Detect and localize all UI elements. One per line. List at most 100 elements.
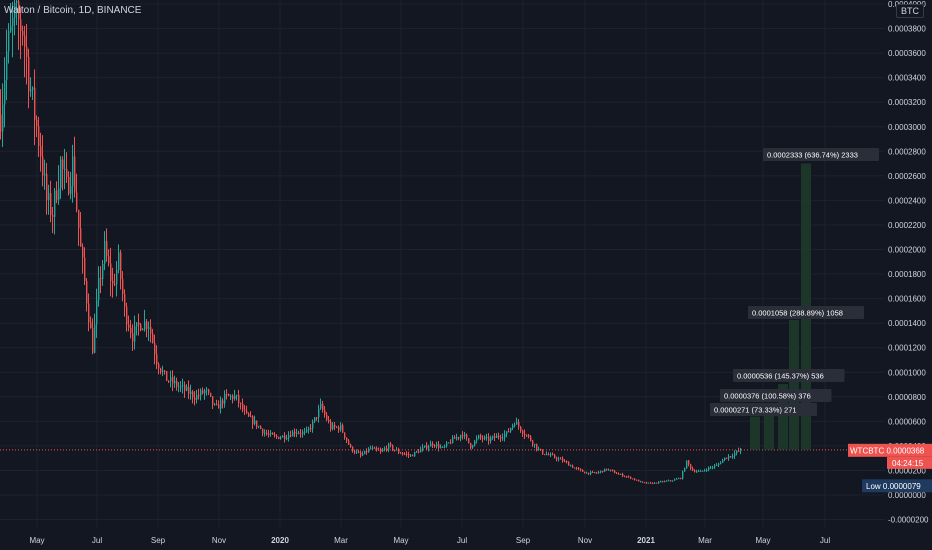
candle-body: [80, 228, 82, 247]
candle-body: [192, 391, 194, 398]
price-tick-label: 0.0003000: [888, 123, 926, 132]
candle-body: [266, 432, 268, 434]
candle-body: [504, 433, 506, 438]
candle-body: [342, 425, 344, 433]
candle-body: [534, 443, 536, 445]
candle-body: [162, 370, 164, 372]
candle-body: [668, 480, 670, 482]
candle-body: [124, 294, 126, 307]
candle-body: [530, 436, 532, 441]
candle-body: [692, 468, 694, 471]
candle-body: [686, 460, 688, 469]
currency-label[interactable]: BTC: [896, 4, 924, 18]
candle-body: [142, 329, 144, 331]
candle-body: [536, 443, 538, 449]
candle-body: [274, 434, 276, 436]
candle-body: [522, 430, 524, 434]
candle-body: [480, 435, 482, 438]
candle-body: [0, 114, 2, 132]
candle-body: [738, 450, 740, 452]
candle-body: [362, 453, 364, 456]
candle-body: [280, 437, 282, 439]
candle-body: [564, 461, 566, 463]
target-label-box: [763, 148, 879, 161]
candle-body: [552, 454, 554, 456]
candle-body: [444, 445, 446, 447]
candle-body: [366, 450, 368, 453]
candle-body: [52, 214, 54, 217]
target-label-box: [733, 369, 845, 382]
candle-body: [286, 438, 288, 440]
candle-body: [374, 447, 376, 449]
candle-body: [718, 463, 720, 466]
candle-body: [290, 435, 292, 437]
candle-body: [712, 467, 714, 469]
candle-body: [92, 328, 94, 353]
candle-body: [122, 279, 124, 295]
candle-body: [700, 470, 702, 472]
time-tick-label: Sep: [151, 536, 166, 545]
candle-body: [294, 431, 296, 434]
candle-body: [598, 471, 600, 473]
candle-body: [250, 416, 252, 418]
candle-body: [456, 437, 458, 439]
last-price-tag: [848, 443, 932, 457]
candle-body: [398, 449, 400, 453]
candle-body: [464, 434, 466, 437]
candle-body: [626, 476, 628, 478]
target-label-box: [710, 403, 817, 416]
candle-body: [272, 432, 274, 435]
candle-body: [8, 31, 10, 52]
candle-body: [602, 470, 604, 472]
symbol-title[interactable]: Walton / Bitcoin, 1D, BINANCE: [4, 5, 142, 16]
price-tick-label: 0.0003400: [888, 74, 926, 83]
candle-body: [46, 173, 48, 200]
candle-body: [710, 467, 712, 469]
countdown-text: 04:24:15: [892, 459, 924, 468]
candle-body: [482, 437, 484, 439]
candle-body: [318, 408, 320, 418]
candle-body: [180, 385, 182, 387]
candle-body: [98, 277, 100, 301]
candle-body: [648, 482, 650, 484]
time-tick-label: Jul: [92, 536, 102, 545]
candle-body: [704, 470, 706, 472]
candle-body: [62, 159, 64, 170]
candle-body: [620, 474, 622, 476]
candle-body: [358, 451, 360, 453]
candle-body: [340, 425, 342, 430]
candle-body: [68, 176, 70, 194]
target-label-text: 0.0000376 (100.58%) 376: [724, 392, 811, 401]
candle-body: [566, 461, 568, 463]
candle-body: [370, 448, 372, 450]
candle-body: [558, 458, 560, 460]
candle-body: [248, 413, 250, 417]
candle-body: [394, 449, 396, 451]
candle-body: [380, 450, 382, 452]
candle-body: [152, 333, 154, 343]
candle-body: [148, 327, 150, 329]
candle-body: [508, 431, 510, 433]
candle-body: [150, 327, 152, 334]
candle-body: [600, 470, 602, 472]
candle-body: [392, 445, 394, 450]
candle-body: [666, 480, 668, 482]
candle-body: [284, 435, 286, 439]
candle-body: [580, 468, 582, 470]
candle-body: [412, 455, 414, 457]
candle-body: [110, 263, 112, 281]
candle-body: [556, 457, 558, 460]
candle-body: [228, 394, 230, 396]
candle-body: [310, 428, 312, 430]
candle-body: [624, 476, 626, 478]
candle-body: [234, 395, 236, 400]
candle-body: [590, 471, 592, 474]
candle-body: [246, 410, 248, 414]
candle-body: [662, 481, 664, 483]
candle-body: [548, 454, 550, 456]
candle-body: [292, 431, 294, 437]
candle-body: [702, 470, 704, 472]
candle-body: [352, 446, 354, 452]
candle-body: [90, 322, 92, 329]
